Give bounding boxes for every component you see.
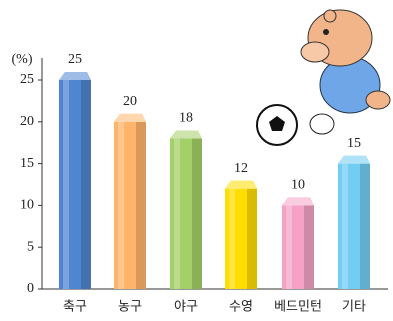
bar-highlight	[174, 138, 180, 289]
bar-highlight	[229, 188, 235, 289]
mascot-eye	[323, 29, 329, 35]
x-tick-label: 수영	[229, 300, 253, 315]
bar-side	[360, 163, 370, 289]
y-tick-label: 10	[20, 198, 34, 213]
bar-side	[247, 188, 257, 289]
y-tick-label: 15	[20, 156, 34, 171]
x-tick-label: 기타	[342, 300, 366, 315]
bar	[114, 121, 146, 289]
mascot	[256, 9, 391, 146]
y-tick-label: 0	[27, 281, 34, 296]
bar-cap-light	[170, 130, 202, 139]
bar-cap	[59, 72, 91, 80]
bar-side	[192, 138, 202, 289]
y-tick-label: 25	[20, 72, 34, 87]
x-tick-label: 농구	[118, 300, 142, 315]
bar-side	[81, 80, 91, 289]
x-tick-label: 축구	[63, 300, 87, 315]
value-label: 25	[68, 52, 82, 67]
bar-cap-light	[338, 155, 370, 164]
bar	[225, 188, 257, 289]
bar	[170, 138, 202, 289]
bar-side	[304, 205, 314, 289]
bar-side	[136, 121, 146, 289]
ball-patch	[269, 116, 285, 131]
bar-highlight	[63, 80, 69, 289]
value-label: 18	[179, 111, 193, 126]
mascot-ear	[323, 9, 337, 23]
value-label: 15	[347, 136, 361, 151]
value-label: 10	[291, 178, 305, 193]
bar-cap	[170, 130, 202, 139]
bar-cap-light	[59, 72, 91, 80]
bar-highlight	[118, 121, 124, 289]
bar-highlight	[286, 205, 292, 289]
bar	[338, 163, 370, 289]
y-axis-label: (%)	[12, 52, 33, 67]
bar-cap	[338, 155, 370, 164]
mascot-leg	[365, 90, 391, 110]
value-label: 20	[123, 94, 137, 109]
y-tick-label: 5	[27, 239, 34, 254]
x-tick-label: 야구	[174, 300, 198, 315]
mascot-snout	[300, 41, 330, 63]
bar-cap-light	[282, 197, 314, 206]
value-label: 12	[234, 161, 248, 176]
bar-cap-light	[225, 180, 257, 189]
x-tick-label: 베드민턴	[274, 300, 322, 315]
bar-cap	[282, 197, 314, 206]
bar-highlight	[342, 163, 348, 289]
mascot-foot	[309, 113, 335, 135]
bar	[59, 80, 91, 289]
bar-cap	[225, 180, 257, 189]
bar-cap-light	[114, 113, 146, 122]
y-tick-label: 20	[20, 114, 34, 129]
bar	[282, 205, 314, 289]
bar-cap	[114, 113, 146, 122]
